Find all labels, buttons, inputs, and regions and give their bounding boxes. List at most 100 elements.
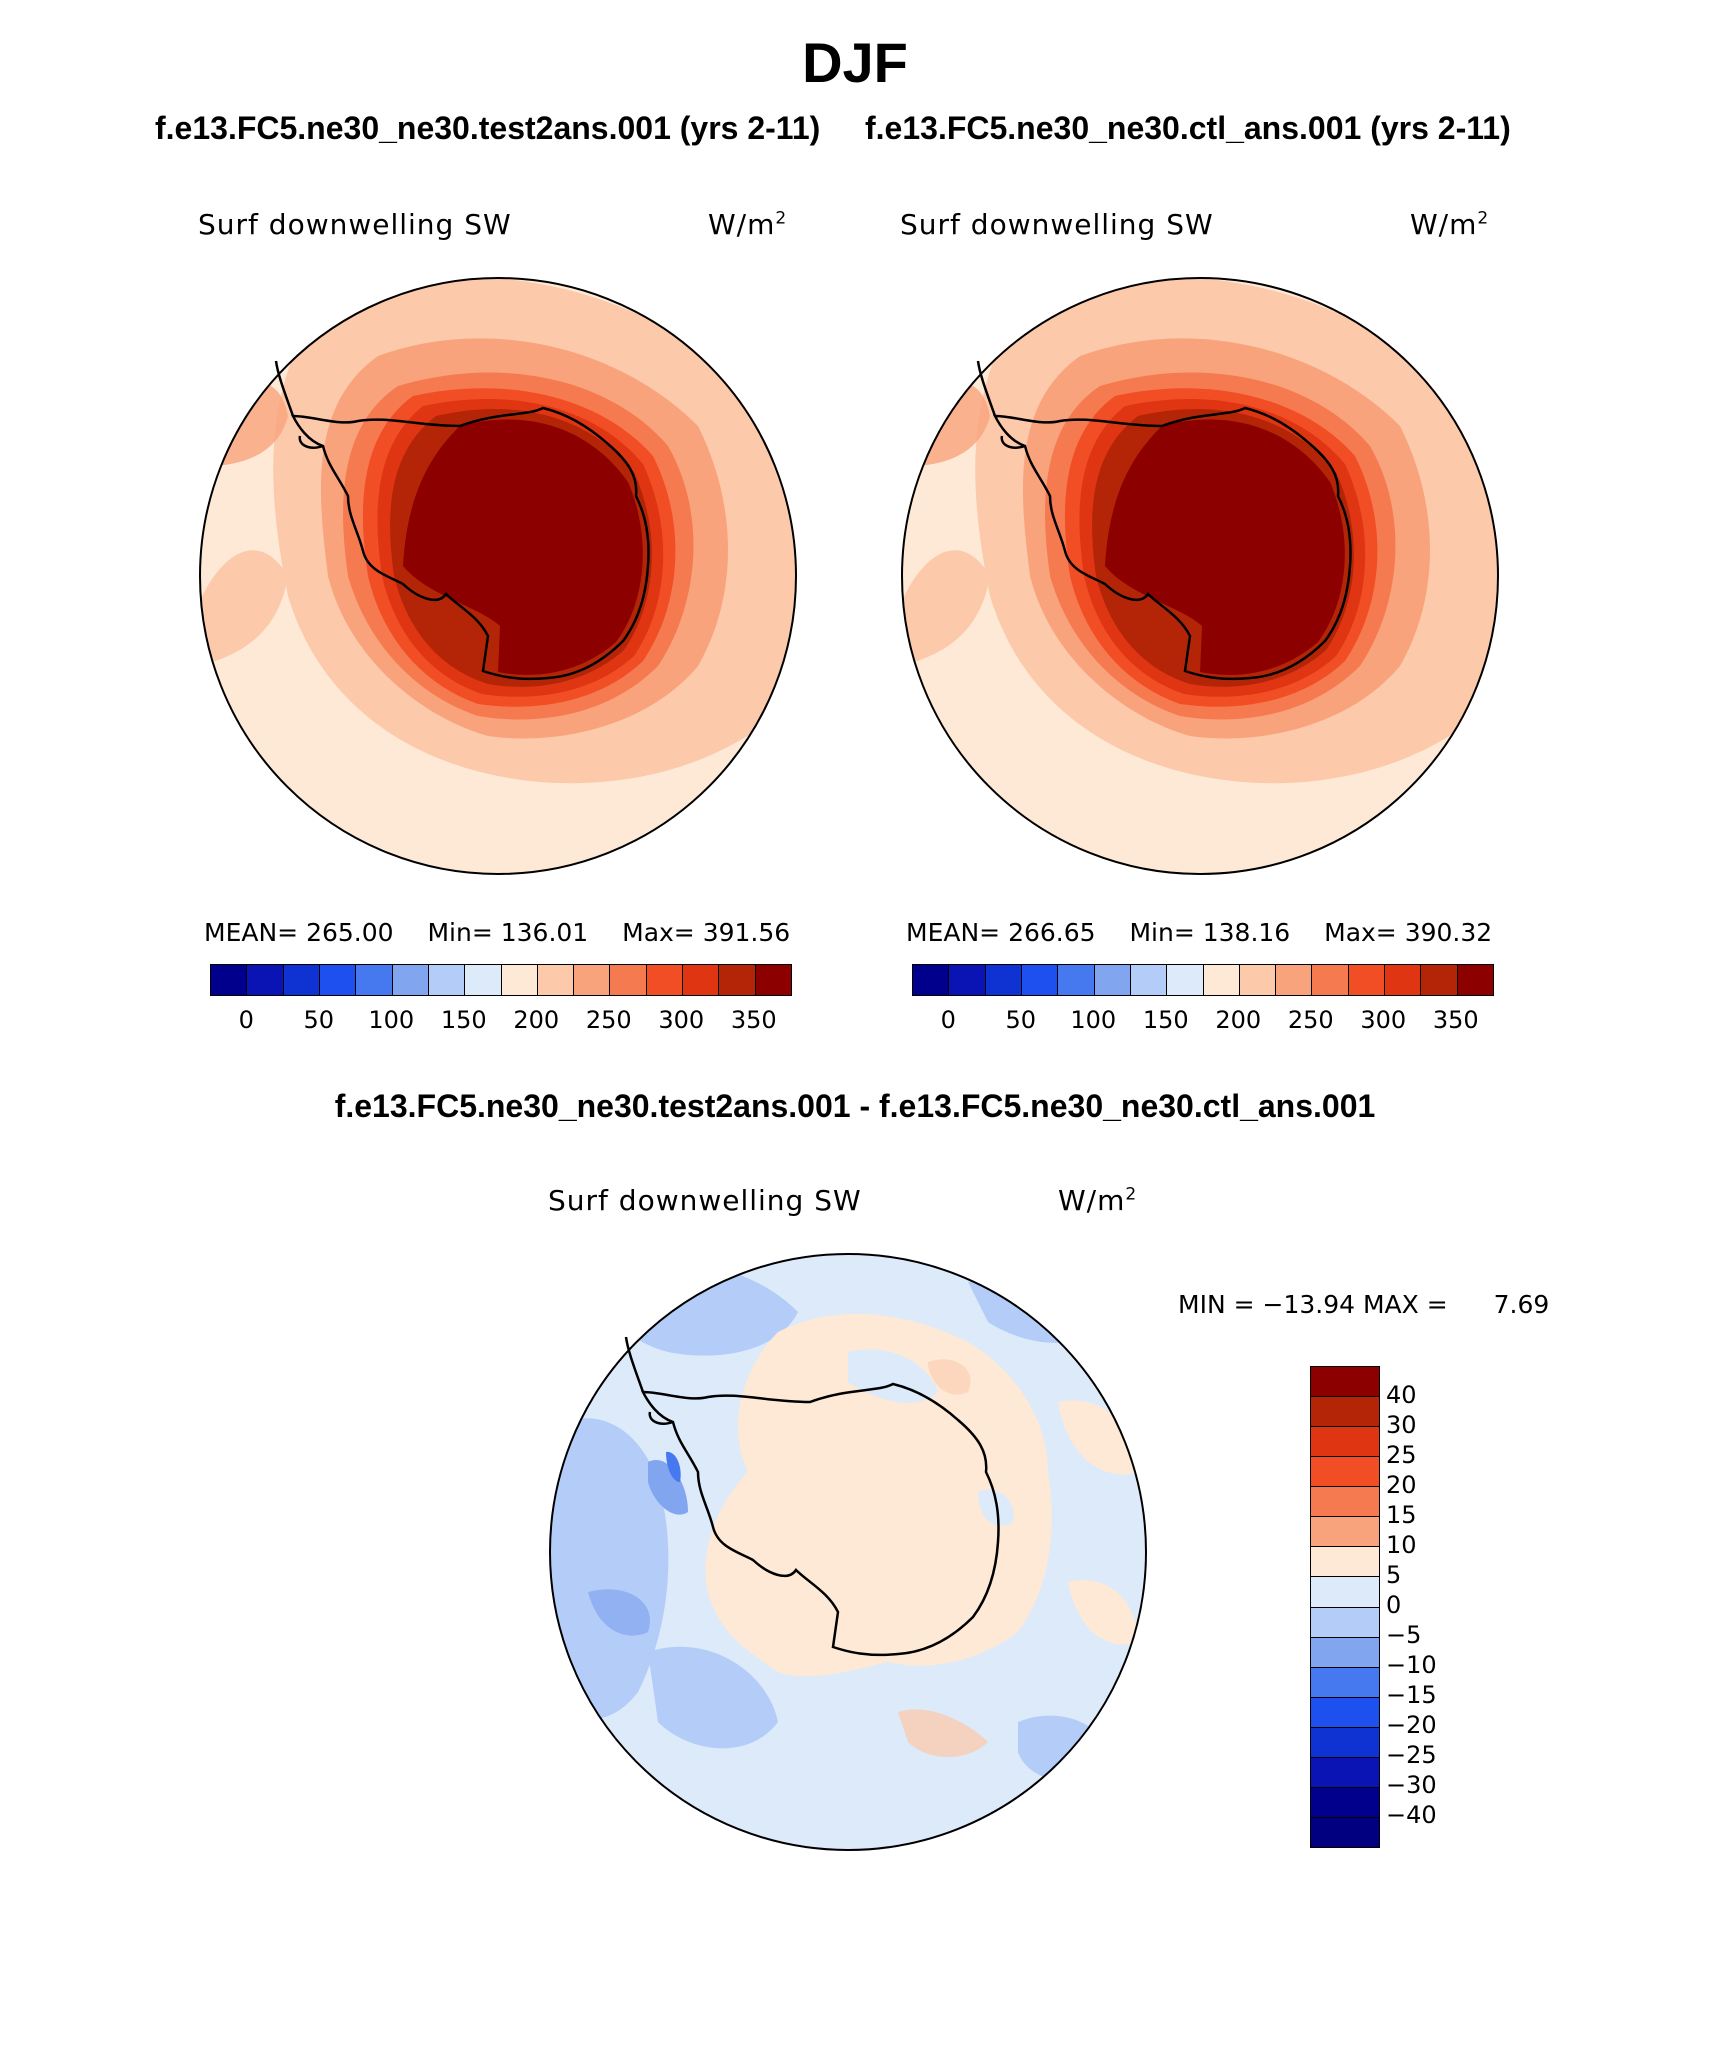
- ctl-colorbar-swatch: [948, 965, 985, 995]
- test-colorbar-swatch: [391, 965, 428, 995]
- ctl-colorbar-swatch: [1347, 965, 1385, 995]
- ctl-max-label: Max=: [1324, 918, 1397, 947]
- ctl-mean-value: 266.65: [1008, 918, 1096, 947]
- test-units-base: W/m: [708, 208, 776, 241]
- ctl-colorbar-label: 50: [1005, 1006, 1037, 1034]
- test-units-exponent: 2: [775, 208, 788, 229]
- diff-units-label: W/m2: [1058, 1184, 1137, 1217]
- diff-colorbar-swatch: [1311, 1576, 1379, 1607]
- ctl-colorbar-swatch: [1093, 965, 1130, 995]
- test-variable-label: Surf downwelling SW: [198, 208, 512, 241]
- diff-colorbar-label: 10: [1386, 1531, 1417, 1559]
- test-colorbar: [210, 964, 792, 996]
- diff-min-label: MIN =: [1178, 1290, 1255, 1319]
- test-stats: MEAN= 265.00 Min= 136.01 Max= 391.56: [204, 918, 790, 947]
- ctl-colorbar-swatch: [984, 965, 1021, 995]
- ctl-colorbar-label: 350: [1432, 1006, 1479, 1034]
- ctl-colorbar-label: 0: [940, 1006, 956, 1034]
- ctl-colorbar-swatch: [1420, 965, 1457, 995]
- ctl-max-value: 390.32: [1404, 918, 1493, 947]
- diff-colorbar-label: −25: [1386, 1741, 1437, 1769]
- diff-map-border: [549, 1253, 1147, 1851]
- diff-colorbar-label: −40: [1386, 1801, 1437, 1829]
- test-colorbar-swatch: [645, 965, 683, 995]
- diff-colorbar-label: 40: [1386, 1381, 1417, 1409]
- ctl-colorbar-swatch: [1202, 965, 1239, 995]
- test-colorbar-swatch: [500, 965, 537, 995]
- diff-max-label: MAX =: [1362, 1290, 1448, 1319]
- test-colorbar-label: 100: [368, 1006, 415, 1034]
- test-colorbar-label: 300: [658, 1006, 705, 1034]
- diff-colorbar-swatch: [1311, 1396, 1379, 1427]
- test-units-label: W/m2: [708, 208, 787, 241]
- diff-colorbar-swatch: [1311, 1666, 1379, 1697]
- diff-colorbar-swatch: [1311, 1816, 1379, 1847]
- diff-colorbar-label: 5: [1386, 1561, 1402, 1589]
- diff-colorbar-label: 25: [1386, 1441, 1417, 1469]
- test-colorbar-labels: 0 50 100 150 200 250 300 350: [210, 1006, 790, 1036]
- diff-colorbar-swatch: [1311, 1367, 1379, 1397]
- diff-colorbar-swatch: [1311, 1636, 1379, 1667]
- test-colorbar-swatch: [573, 965, 610, 995]
- test-case-title: f.e13.FC5.ne30_ne30.test2ans.001 (yrs 2-…: [155, 110, 821, 146]
- diff-colorbar-swatch: [1311, 1546, 1379, 1577]
- test-colorbar-swatch: [427, 965, 465, 995]
- diff-colorbar-labels: 40 30 25 20 15 10 5 0 −5 −10 −15 −20 −25 −30 −40: [1386, 1366, 1466, 1846]
- diff-colorbar-label: 15: [1386, 1501, 1417, 1529]
- diff-colorbar-label: 30: [1386, 1411, 1417, 1439]
- diff-colorbar: [1310, 1366, 1380, 1848]
- ctl-colorbar-swatch: [913, 965, 949, 995]
- ctl-colorbar-swatch: [1129, 965, 1167, 995]
- test-colorbar-swatch: [754, 965, 791, 995]
- test-map-fill: [200, 278, 796, 874]
- season-title: DJF: [802, 31, 908, 94]
- test-mean-value: 265.00: [306, 918, 394, 947]
- ctl-colorbar-swatch: [1384, 965, 1421, 995]
- test-colorbar-label: 50: [303, 1006, 335, 1034]
- diff-colorbar-swatch: [1311, 1786, 1379, 1817]
- ctl-colorbar-swatch: [1238, 965, 1276, 995]
- test-colorbar-swatch: [211, 965, 247, 995]
- ctl-antarctica-coastline: [992, 406, 1352, 681]
- diff-min-value: −13.94: [1262, 1290, 1356, 1319]
- diff-colorbar-swatch: [1311, 1606, 1379, 1637]
- ctl-min-value: 138.16: [1202, 918, 1291, 947]
- diff-variable-label: Surf downwelling SW: [548, 1184, 862, 1217]
- ctl-map-border: [901, 277, 1499, 875]
- ctl-colorbar-label: 100: [1070, 1006, 1117, 1034]
- diff-colorbar-swatch: [1311, 1696, 1379, 1727]
- diff-colorbar-label: 20: [1386, 1471, 1417, 1499]
- diff-colorbar-swatch: [1311, 1726, 1379, 1757]
- ctl-colorbar-label: 200: [1215, 1006, 1262, 1034]
- test-colorbar-label: 350: [730, 1006, 777, 1034]
- ctl-peninsula-outline: [976, 360, 1026, 449]
- ctl-colorbar-label: 250: [1287, 1006, 1334, 1034]
- diff-colorbar-swatch: [1311, 1516, 1379, 1547]
- ctl-units-label: W/m2: [1410, 208, 1489, 241]
- test-colorbar-swatch: [536, 965, 574, 995]
- test-antarctica-coastline: [290, 406, 650, 681]
- test-colorbar-swatch: [318, 965, 356, 995]
- ctl-min-label: Min=: [1129, 918, 1195, 947]
- ctl-colorbar-swatch: [1020, 965, 1058, 995]
- diff-colorbar-swatch: [1311, 1756, 1379, 1787]
- test-mean-label: MEAN=: [204, 918, 299, 947]
- diff-units-base: W/m: [1058, 1184, 1126, 1217]
- difference-title: f.e13.FC5.ne30_ne30.test2ans.001 - f.e13…: [334, 1088, 1376, 1124]
- test-polar-map: [199, 277, 797, 875]
- ctl-colorbar-swatch: [1166, 965, 1203, 995]
- test-min-value: 136.01: [500, 918, 589, 947]
- ctl-units-exponent: 2: [1477, 208, 1490, 229]
- diff-colorbar-label: −30: [1386, 1771, 1437, 1799]
- diff-colorbar-label: −10: [1386, 1651, 1437, 1679]
- test-map-border: [199, 277, 797, 875]
- ctl-colorbar-swatch: [1311, 965, 1348, 995]
- test-min-label: Min=: [427, 918, 493, 947]
- diff-units-exponent: 2: [1125, 1184, 1138, 1205]
- diff-colorbar-label: −15: [1386, 1681, 1437, 1709]
- ctl-units-base: W/m: [1410, 208, 1478, 241]
- test-colorbar-swatch: [282, 965, 319, 995]
- diff-colorbar-label: −20: [1386, 1711, 1437, 1739]
- ctl-colorbar-swatch: [1057, 965, 1094, 995]
- ctl-variable-label: Surf downwelling SW: [900, 208, 1214, 241]
